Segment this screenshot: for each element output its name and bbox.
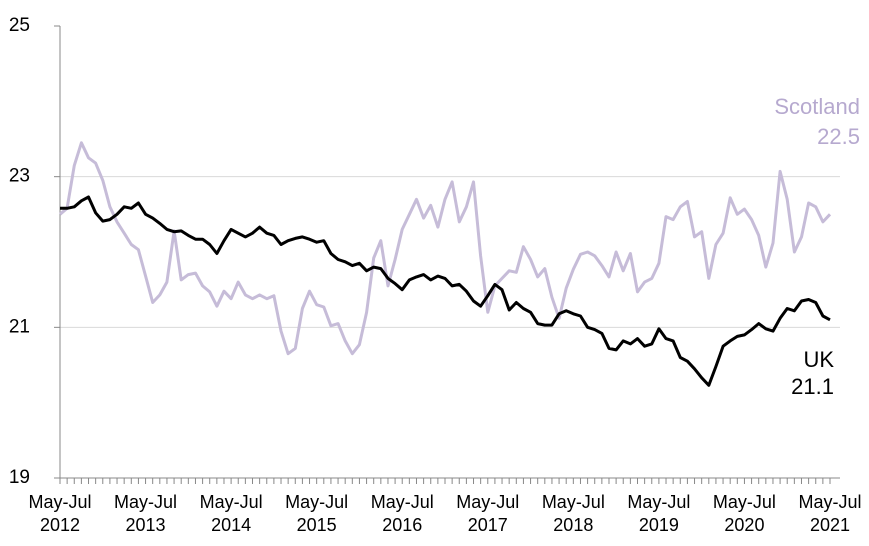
series-line: [59, 141, 832, 356]
x-tick-label: May-Jul 2019: [627, 492, 691, 535]
x-tick-label: May-Jul 2014: [199, 492, 263, 535]
x-tick-label: May-Jul 2012: [28, 492, 92, 535]
series-line: [60, 195, 831, 387]
x-tick-label: May-Jul 2017: [456, 492, 520, 535]
series-label: Scotland: [774, 94, 860, 119]
x-tick-label: May-Jul 2018: [541, 492, 605, 535]
y-tick-label: 21: [9, 316, 30, 337]
y-tick-label: 23: [9, 166, 30, 187]
x-tick-label: May-Jul 2021: [798, 492, 862, 535]
end-value-label: 22.5: [817, 124, 860, 149]
x-tick-label: May-Jul 2015: [285, 492, 349, 535]
x-tick-label: May-Jul 2013: [114, 492, 178, 535]
y-tick-label: 25: [9, 15, 30, 36]
end-value-label: 21.1: [791, 374, 834, 399]
series-label: UK: [803, 347, 834, 372]
x-tick-label: May-Jul 2016: [370, 492, 434, 535]
y-tick-label: 19: [9, 467, 30, 488]
x-tick-label: May-Jul 2020: [712, 492, 776, 535]
